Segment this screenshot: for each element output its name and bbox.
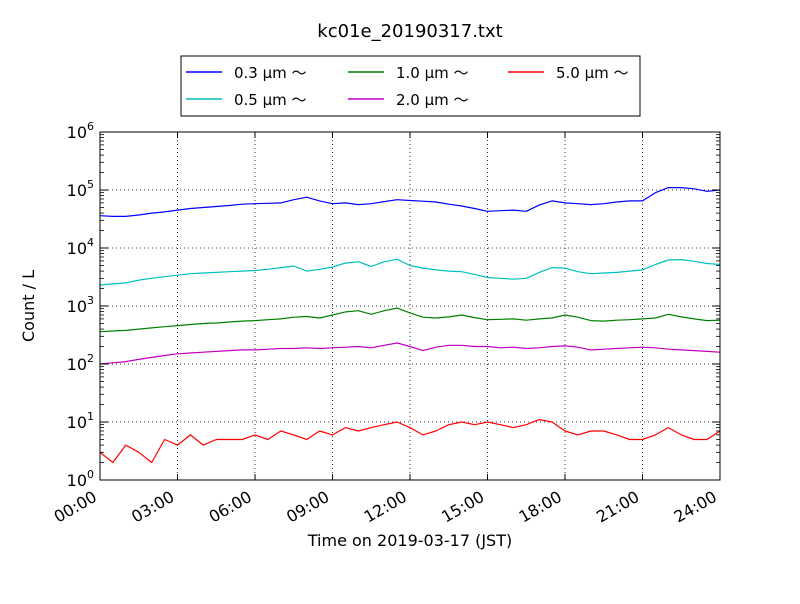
- y-tick-label: 103: [67, 294, 94, 316]
- legend-items: 0.3 μm ～ 0.5 μm ～ 1.0 μm ～ 2.0 μm ～ 5.0 μm ～: [186, 64, 629, 109]
- y-axis-label: Count / L: [19, 270, 38, 342]
- legend-label-2: 0.5 μm ～: [234, 91, 307, 109]
- grid: [100, 132, 720, 480]
- series-line-4: [99, 342, 721, 365]
- series-line-3: [99, 307, 721, 333]
- ticks: [99, 131, 721, 481]
- legend-frame: [180, 55, 641, 117]
- series-line-2: [99, 258, 721, 286]
- series-line-5: [99, 419, 721, 464]
- legend: 0.3 μm ～ 0.5 μm ～ 1.0 μm ～ 2.0 μm ～ 5.0 μm ～: [180, 55, 641, 117]
- y-tick-label: 105: [67, 178, 94, 200]
- y-tick-label: 106: [67, 120, 94, 142]
- series-layer: [99, 187, 721, 464]
- x-axis-label: Time on 2019-03-17 (JST): [307, 531, 512, 550]
- y-tick-labels: 100 101 102 103 104 105 106: [67, 120, 94, 490]
- y-tick-label: 104: [67, 236, 94, 258]
- chart-title: kc01e_20190317.txt: [317, 21, 502, 42]
- y-tick-label: 100: [67, 468, 94, 490]
- legend-label-5: 5.0 μm ～: [556, 64, 629, 82]
- legend-label-4: 2.0 μm ～: [396, 91, 469, 109]
- y-tick-label: 101: [67, 410, 94, 432]
- y-tick-label: 102: [67, 352, 94, 374]
- series-line-1: [99, 187, 721, 217]
- legend-label-1: 0.3 μm ～: [234, 64, 307, 82]
- legend-label-3: 1.0 μm ～: [396, 64, 469, 82]
